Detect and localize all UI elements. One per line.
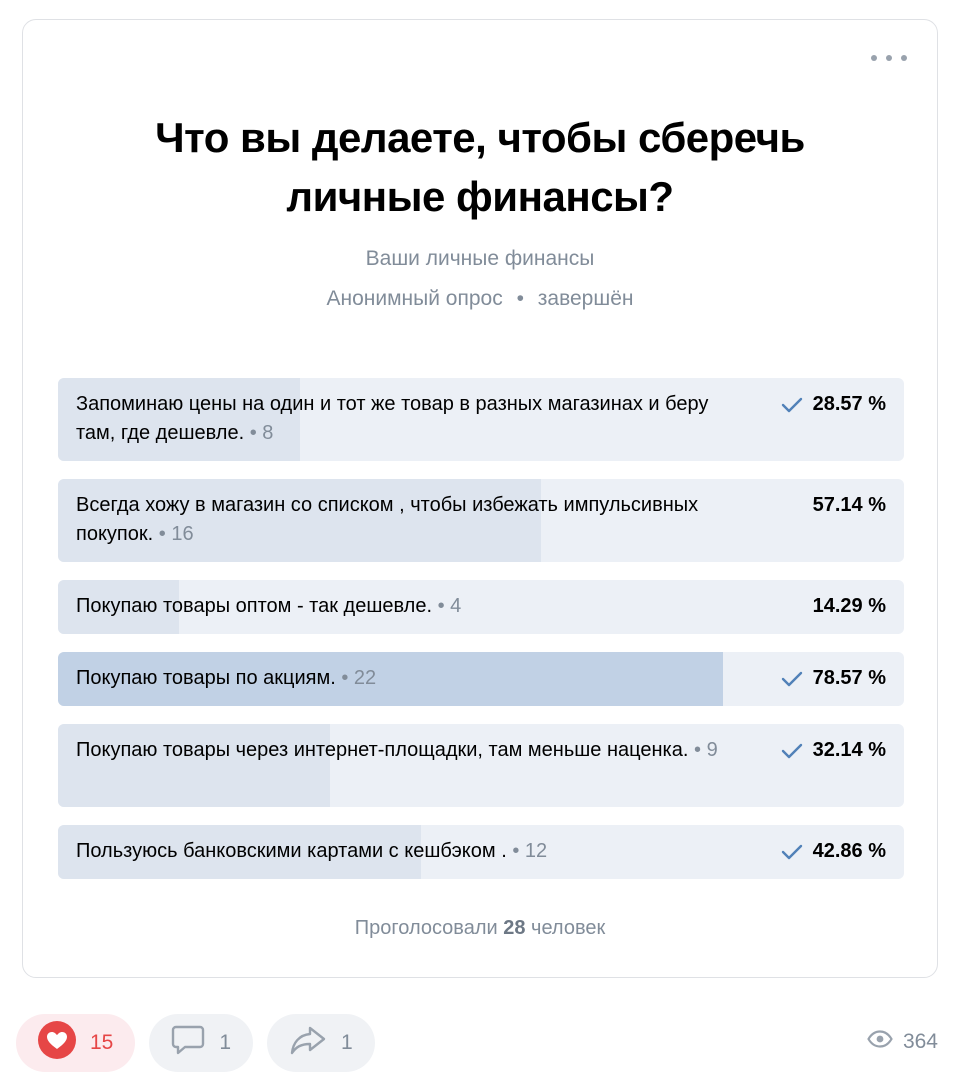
option-fill-bar (58, 724, 330, 807)
more-icon[interactable] (871, 50, 907, 66)
option-vote-count: 4 (450, 595, 462, 617)
poll-title: Что вы делаете, чтобы сберечь личные фин… (155, 114, 805, 220)
share-icon (289, 1024, 327, 1062)
option-vote-count: 9 (706, 739, 718, 761)
option-result: 78.57 % (781, 652, 886, 706)
option-percent: 42.86 % (812, 840, 886, 862)
comment-count: 1 (219, 1031, 232, 1054)
eye-icon (867, 1030, 893, 1054)
like-count: 15 (90, 1031, 114, 1054)
poll-option[interactable]: Покупаю товары через интернет-площадки, … (58, 724, 904, 807)
option-text: Всегда хожу в магазин со списком , чтобы… (76, 494, 699, 545)
poll-subtitle: Ваши личные финансы (365, 247, 595, 270)
check-icon (781, 736, 803, 765)
poll-type: Анонимный опрос (326, 287, 503, 310)
option-fill-bar (58, 825, 421, 879)
poll-option[interactable]: Покупаю товары по акциям. • 22 78.57 % (58, 652, 904, 706)
option-text: Покупаю товары оптом - так дешевле. • 4 (76, 595, 462, 617)
option-percent: 28.57 % (812, 393, 886, 415)
poll-meta: Анонимный опрос • завершён (23, 286, 937, 312)
poll-option[interactable]: Всегда хожу в магазин со списком , чтобы… (58, 479, 904, 562)
option-percent: 14.29 % (812, 595, 886, 617)
option-vote-count: 12 (524, 840, 548, 862)
views-count: 364 (902, 1030, 938, 1053)
option-vote-count: 8 (262, 422, 274, 444)
option-result: 28.57 % (781, 378, 886, 461)
option-percent: 32.14 % (812, 739, 886, 761)
option-text: Покупаю товары по акциям. • 22 (76, 667, 377, 689)
option-result: 57.14 % (813, 479, 886, 562)
option-result: 42.86 % (781, 825, 886, 879)
option-result: 14.29 % (813, 580, 886, 634)
option-percent: 57.14 % (812, 494, 886, 516)
option-vote-count: 22 (353, 667, 377, 689)
heart-icon (38, 1021, 76, 1065)
option-fill-bar (58, 652, 723, 706)
share-count: 1 (341, 1031, 353, 1054)
poll-status: завершён (537, 287, 634, 310)
comment-button[interactable]: 1 (149, 1014, 254, 1072)
like-button[interactable]: 15 (16, 1014, 136, 1072)
option-fill-bar (58, 479, 542, 562)
poll-option[interactable]: Пользуюсь банковскими картами с кешбэком… (58, 825, 904, 879)
option-vote-count: 16 (171, 523, 194, 545)
option-percent: 78.57 % (812, 667, 886, 689)
option-fill-bar (58, 580, 179, 634)
voted-summary: Проголосовали 28 человек (354, 917, 606, 939)
option-result: 32.14 % (781, 724, 886, 807)
check-icon (781, 837, 803, 866)
meta-separator: • (516, 287, 524, 310)
voted-count: 28 (503, 917, 526, 939)
share-button[interactable]: 1 (267, 1014, 375, 1072)
check-icon (781, 390, 803, 419)
check-icon (781, 664, 803, 693)
option-text: Покупаю товары через интернет-площадки, … (76, 739, 718, 761)
poll-option[interactable]: Покупаю товары оптом - так дешевле. • 4 … (58, 580, 904, 634)
poll-card: Что вы делаете, чтобы сберечь личные фин… (22, 19, 938, 978)
poll-option[interactable]: Запоминаю цены на один и тот же товар в … (58, 378, 904, 461)
views-counter: 364 (867, 1030, 938, 1054)
option-fill-bar (58, 378, 300, 461)
post-actions: 15 1 1 (16, 1014, 375, 1072)
comment-icon (171, 1024, 205, 1062)
option-text: Запоминаю цены на один и тот же товар в … (76, 393, 709, 444)
option-text: Пользуюсь банковскими картами с кешбэком… (76, 840, 548, 862)
